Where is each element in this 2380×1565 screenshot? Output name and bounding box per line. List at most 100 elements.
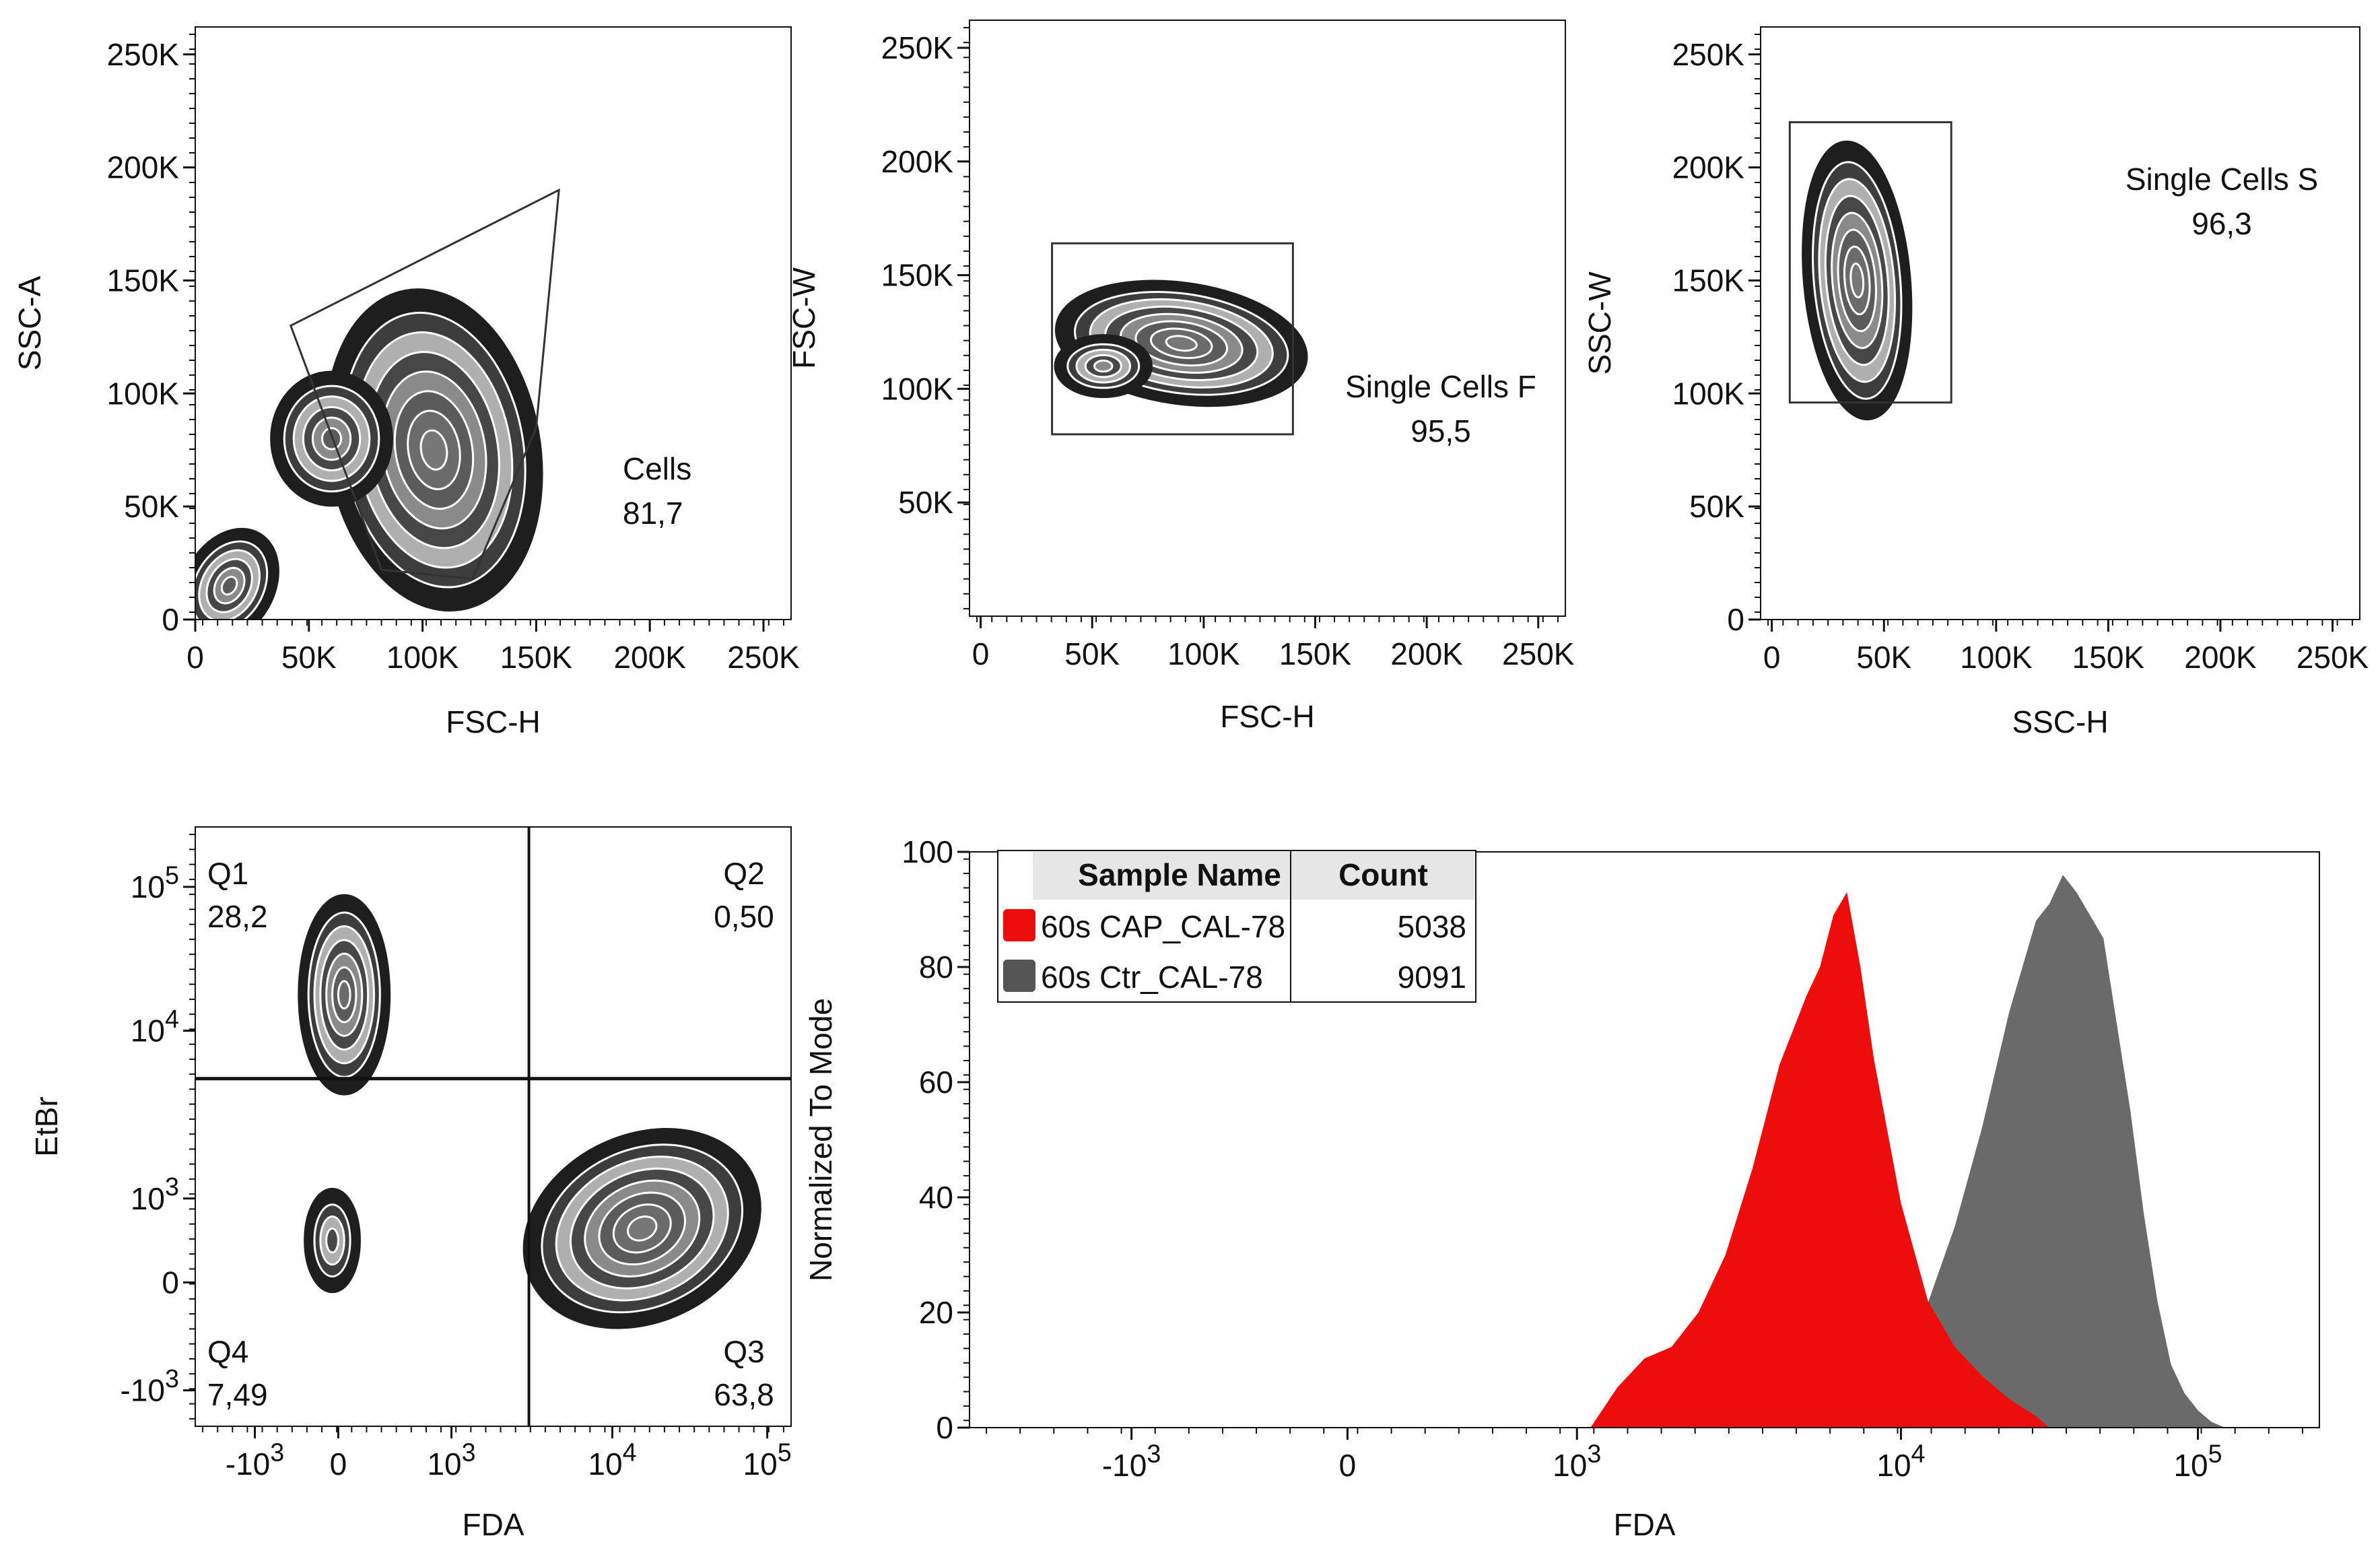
x-axis-label: SSC-H — [2012, 704, 2108, 739]
x-tick-label: 50K — [1856, 640, 1911, 675]
plot-frame — [1760, 26, 2360, 620]
chart-fda-vs-etbr-quadrants: -103 0 103 104 105 -103 0 103 104 105 FDA EtBr Q1 28,… — [29, 826, 792, 1542]
y-tick-label: 20 — [919, 1295, 953, 1330]
x-tick-label: 250K — [727, 640, 800, 675]
chart-fda-histogram-overlay: -103 0 103 104 105 0 20 40 60 80 100 FDA Normalized … — [803, 834, 2320, 1542]
quadrant-name: Q4 — [207, 1334, 248, 1369]
x-axis-label: FDA — [1614, 1507, 1676, 1542]
quadrant-name: Q2 — [723, 856, 764, 891]
contour-group — [298, 894, 761, 1329]
y-tick-label: 0 — [1727, 602, 1744, 637]
chart-fsc-h-vs-ssc-a: 0 50K 100K 150K 200K 250K 0 50K 100K 150K 200K 250K… — [12, 26, 800, 739]
y-tick-label: 150K — [881, 258, 954, 293]
y-tick-label: 50K — [1689, 489, 1744, 524]
y-axis-label: SSC-A — [12, 275, 47, 370]
legend-count: 9091 — [1398, 960, 1466, 995]
y-tick-label: 200K — [107, 150, 180, 185]
legend-count: 5038 — [1398, 909, 1466, 944]
contour-group — [1054, 279, 1308, 407]
contour-group — [195, 288, 543, 620]
x-tick-label: -103 — [226, 1438, 284, 1481]
y-tick-label: 105 — [131, 861, 179, 904]
gate-name: Single Cells S — [2126, 162, 2318, 197]
contour-level — [1093, 360, 1114, 373]
y-axis-label: SSC-W — [1582, 271, 1617, 375]
x-tick-label: 150K — [1279, 636, 1352, 671]
contour-level — [1849, 262, 1865, 299]
legend-header-count: Count — [1338, 857, 1428, 892]
contour-level — [419, 429, 448, 471]
x-axis-label: FSC-H — [446, 704, 541, 739]
y-tick-label: 100K — [881, 371, 954, 406]
gate-rect — [1051, 242, 1294, 436]
x-tick-label: 0 — [186, 640, 204, 675]
y-tick-label: 250K — [1672, 37, 1745, 72]
x-tick-label: 100K — [1167, 636, 1240, 671]
plot-frame — [969, 851, 2320, 1428]
y-tick-label: 200K — [881, 144, 954, 179]
y-tick-label: 80 — [919, 950, 953, 985]
x-tick-label: 200K — [613, 640, 686, 675]
gate-value: 81,7 — [623, 496, 683, 531]
legend-swatch — [1003, 909, 1035, 941]
y-tick-label: 0 — [936, 1410, 953, 1445]
histogram-series — [1590, 892, 2049, 1428]
x-tick-label: 100K — [1960, 640, 2033, 675]
y-tick-label: 200K — [1672, 150, 1745, 185]
plot-frame — [195, 26, 792, 620]
contour-level — [220, 576, 238, 596]
contour-level — [320, 427, 343, 451]
plot-frame — [969, 20, 1566, 617]
legend-header-sample-name: Sample Name — [1078, 857, 1281, 892]
y-tick-label: 150K — [1672, 263, 1745, 298]
x-tick-label: 0 — [972, 636, 990, 671]
x-tick-label: 200K — [2184, 640, 2257, 675]
quadrant-name: Q3 — [723, 1334, 764, 1369]
x-tick-label: 50K — [1064, 636, 1120, 671]
x-tick-label: 105 — [743, 1438, 792, 1481]
y-tick-label: 50K — [124, 489, 179, 524]
legend-header-bg — [1033, 852, 1474, 900]
x-tick-label: 105 — [2173, 1439, 2222, 1483]
y-axis-label: EtBr — [29, 1096, 64, 1156]
y-tick-label: 100K — [1672, 376, 1745, 411]
quadrant-value: 7,49 — [207, 1377, 268, 1412]
y-tick-label: 50K — [898, 485, 953, 520]
y-tick-label: 0 — [162, 1265, 179, 1300]
y-axis-label: Normalized To Mode — [803, 998, 838, 1281]
x-tick-label: 100K — [386, 640, 459, 675]
x-tick-label: 0 — [1339, 1448, 1357, 1483]
x-tick-label: 150K — [500, 640, 573, 675]
x-tick-label: 150K — [2072, 640, 2145, 675]
gate-polygon — [289, 188, 560, 580]
x-axis-label: FDA — [463, 1507, 524, 1542]
contour-level — [337, 980, 351, 1010]
x-tick-label: 104 — [1876, 1439, 1925, 1483]
x-tick-label: -103 — [1102, 1439, 1161, 1483]
y-tick-label: 250K — [881, 30, 954, 65]
legend-sample-name: 60s Ctr_CAL-78 — [1041, 960, 1263, 995]
legend-sample-name: 60s CAP_CAL-78 — [1041, 909, 1285, 944]
gate-name: Single Cells F — [1345, 369, 1536, 404]
x-tick-label: 250K — [2297, 640, 2369, 675]
y-tick-label: 150K — [107, 263, 180, 298]
x-tick-label: 104 — [588, 1438, 636, 1481]
y-tick-label: 100 — [902, 834, 953, 869]
gate-rect — [1788, 121, 1952, 404]
legend-table: Sample Name Count 60s CAP_CAL-78 5038 60s Ct… — [997, 850, 1476, 1003]
gate-value: 96,3 — [2191, 206, 2252, 241]
contour-group — [1802, 140, 1913, 421]
quadrant-name: Q1 — [207, 856, 248, 891]
y-tick-label: 40 — [919, 1180, 953, 1215]
gate-name: Cells — [623, 451, 691, 486]
y-tick-label: 250K — [107, 37, 180, 72]
gate-value: 95,5 — [1410, 413, 1471, 448]
y-tick-label: 100K — [107, 376, 180, 411]
chart-fsc-h-vs-fsc-w: 0 50K 100K 150K 200K 250K 50K 100K 150K 200K 250K F… — [786, 20, 1575, 734]
y-tick-label: 0 — [162, 602, 179, 637]
contour-level — [325, 1227, 339, 1254]
contour-level — [1165, 335, 1198, 352]
y-axis-label: FSC-W — [786, 267, 821, 369]
x-tick-label: 200K — [1390, 636, 1463, 671]
